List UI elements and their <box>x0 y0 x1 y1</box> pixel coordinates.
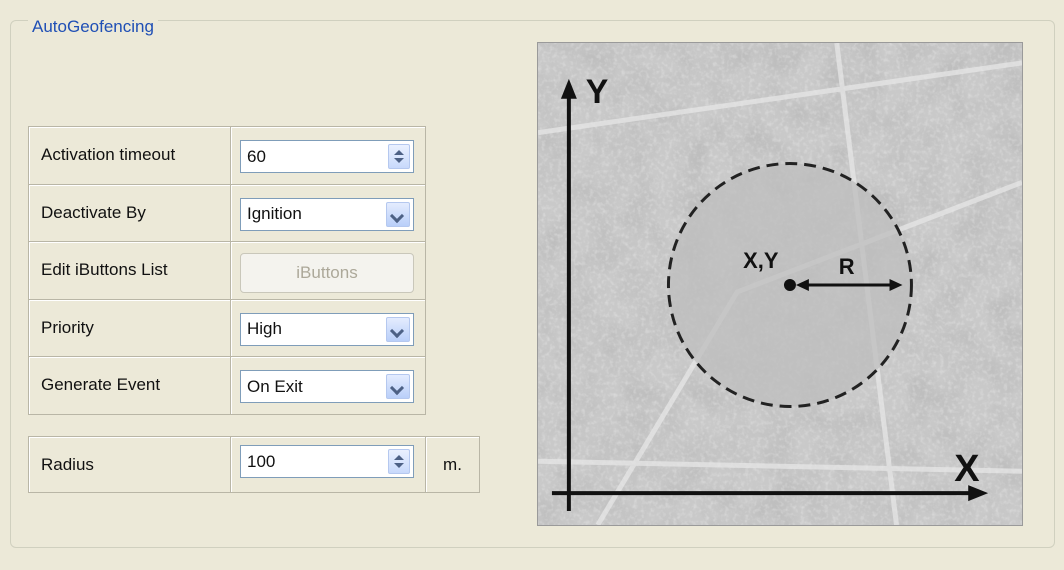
setting-label: Priority <box>28 299 231 358</box>
radius-unit: m. <box>425 436 480 493</box>
radius-cell: 100 <box>230 436 426 493</box>
setting-label: Edit iButtons List <box>28 241 231 300</box>
spin-button[interactable] <box>388 449 410 474</box>
radius-marker-label: R <box>839 254 855 279</box>
dropdown-arrow[interactable] <box>386 374 410 399</box>
number-input[interactable]: 60 <box>240 140 414 173</box>
dropdown-arrow[interactable] <box>386 317 410 342</box>
setting-label: Deactivate By <box>28 184 231 243</box>
setting-cell: On Exit <box>230 356 426 415</box>
control-value: 60 <box>247 147 266 167</box>
dropdown[interactable]: On Exit <box>240 370 414 403</box>
setting-cell: High <box>230 299 426 358</box>
control-value: On Exit <box>247 377 303 397</box>
setting-cell: Ignition <box>230 184 426 243</box>
setting-cell: iButtons <box>230 241 426 300</box>
ibuttons-button: iButtons <box>240 253 414 293</box>
setting-cell: 60 <box>230 126 426 185</box>
dropdown[interactable]: High <box>240 313 414 346</box>
dropdown-arrow[interactable] <box>386 202 410 227</box>
radius-input[interactable]: 100 <box>240 445 414 478</box>
spin-button[interactable] <box>388 144 410 169</box>
setting-label: Activation timeout <box>28 126 231 185</box>
setting-label: Generate Event <box>28 356 231 415</box>
geofence-diagram: Y X X,Y R <box>537 42 1023 526</box>
control-value: Ignition <box>247 204 302 224</box>
control-value: High <box>247 319 282 339</box>
x-axis-label: X <box>954 448 979 490</box>
dropdown[interactable]: Ignition <box>240 198 414 231</box>
group-title: AutoGeofencing <box>28 17 158 37</box>
y-axis-label: Y <box>586 73 609 111</box>
page: AutoGeofencing Activation timeout 60 Deact… <box>0 0 1064 570</box>
radius-label: Radius <box>28 436 231 493</box>
radius-value: 100 <box>247 452 275 472</box>
center-label: X,Y <box>743 248 779 273</box>
